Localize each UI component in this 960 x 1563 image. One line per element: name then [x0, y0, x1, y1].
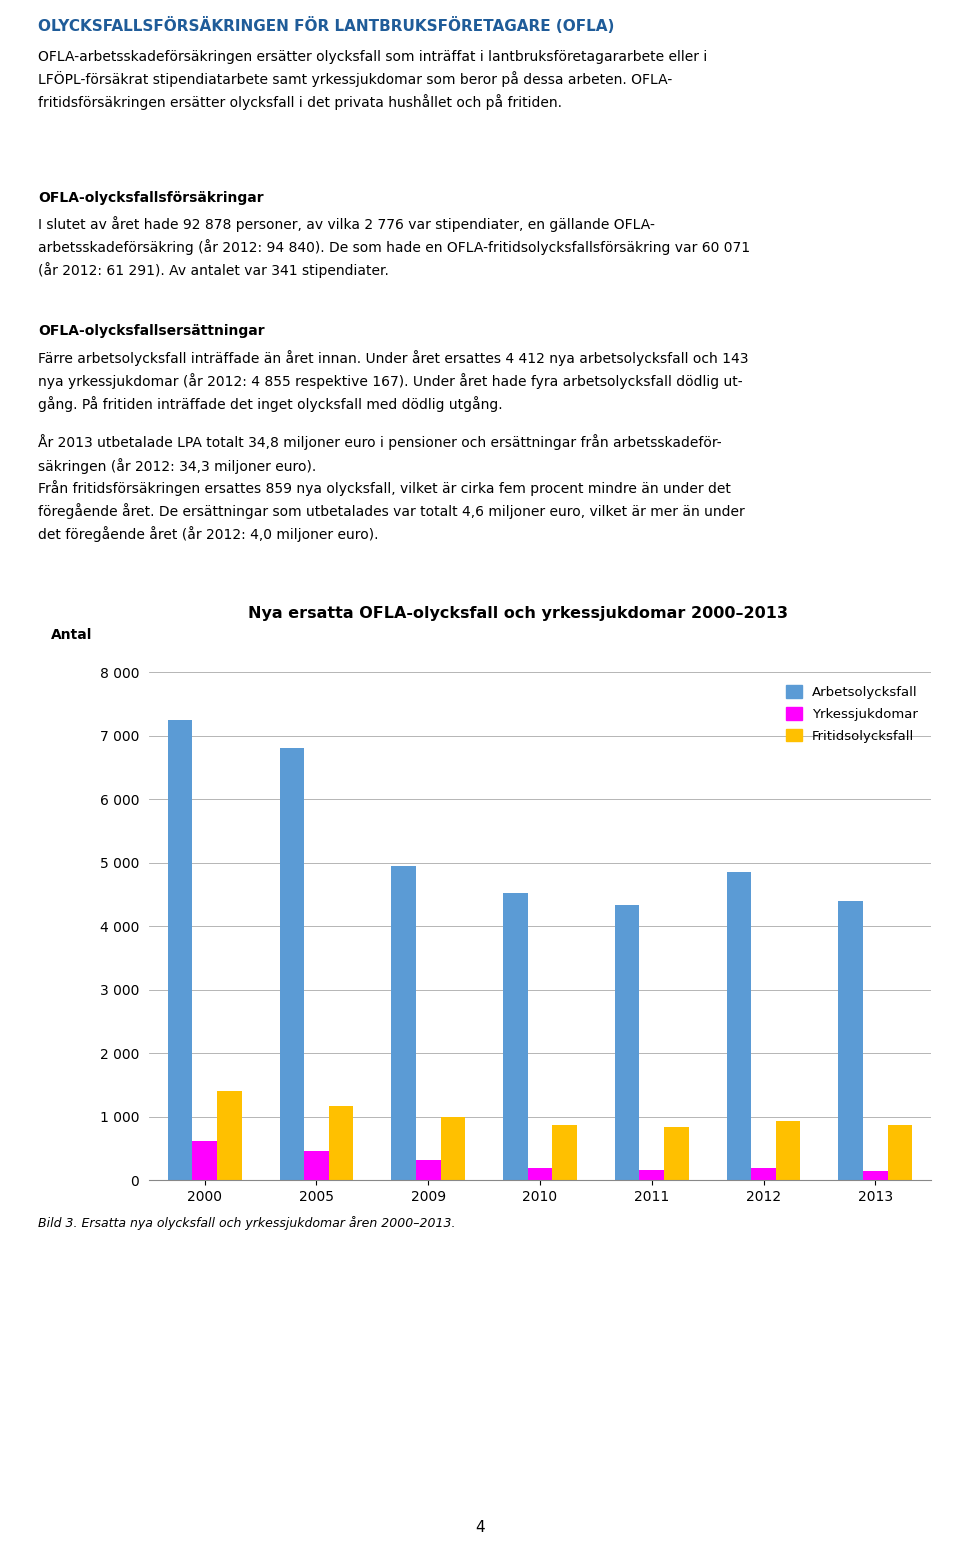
Bar	[838, 900, 863, 1180]
Bar	[416, 1160, 441, 1180]
Text: OFLA-olycksfallsersättningar: OFLA-olycksfallsersättningar	[38, 324, 265, 338]
Bar	[217, 1091, 242, 1180]
Bar	[441, 1118, 465, 1180]
Text: Från fritidsförsäkringen ersattes 859 nya olycksfall, vilket är cirka fem procen: Från fritidsförsäkringen ersattes 859 ny…	[38, 480, 745, 542]
Text: Antal: Antal	[51, 628, 92, 641]
Text: OLYCKSFALLSFÖRSÄKRINGEN FÖR LANTBRUKSFÖRETAGARE (OFLA): OLYCKSFALLSFÖRSÄKRINGEN FÖR LANTBRUKSFÖR…	[38, 17, 614, 34]
Text: Färre arbetsolycksfall inträffade än året innan. Under året ersattes 4 412 nya a: Färre arbetsolycksfall inträffade än åre…	[38, 350, 749, 413]
Bar	[528, 1168, 552, 1180]
Text: År 2013 utbetalade LPA totalt 34,8 miljoner euro i pensioner och ersättningar fr: År 2013 utbetalade LPA totalt 34,8 miljo…	[38, 435, 722, 474]
Bar	[664, 1127, 688, 1180]
Text: OFLA-olycksfallsförsäkringar: OFLA-olycksfallsförsäkringar	[38, 191, 264, 205]
Bar	[192, 1141, 217, 1180]
Bar	[727, 872, 752, 1180]
Text: I slutet av året hade 92 878 personer, av vilka 2 776 var stipendiater, en gälla: I slutet av året hade 92 878 personer, a…	[38, 216, 751, 278]
Bar	[552, 1125, 577, 1180]
Bar	[304, 1150, 328, 1180]
Bar	[776, 1121, 801, 1180]
Text: 4: 4	[475, 1519, 485, 1535]
Bar	[615, 905, 639, 1180]
Text: OFLA-arbetsskadeförsäkringen ersätter olycksfall som inträffat i lantbruksföreta: OFLA-arbetsskadeförsäkringen ersätter ol…	[38, 50, 708, 109]
Text: Bild 3. Ersatta nya olycksfall och yrkessjukdomar åren 2000–2013.: Bild 3. Ersatta nya olycksfall och yrkes…	[38, 1216, 456, 1230]
Bar	[279, 749, 304, 1180]
Text: Nya ersatta OFLA-olycksfall och yrkessjukdomar 2000–2013: Nya ersatta OFLA-olycksfall och yrkessju…	[249, 605, 788, 621]
Bar	[752, 1168, 776, 1180]
Legend: Arbetsolycksfall, Yrkessjukdomar, Fritidsolycksfall: Arbetsolycksfall, Yrkessjukdomar, Fritid…	[780, 678, 924, 749]
Bar	[168, 719, 192, 1180]
Bar	[328, 1105, 353, 1180]
Bar	[503, 892, 528, 1180]
Bar	[392, 866, 416, 1180]
Bar	[863, 1171, 888, 1180]
Bar	[639, 1169, 664, 1180]
Bar	[888, 1125, 912, 1180]
